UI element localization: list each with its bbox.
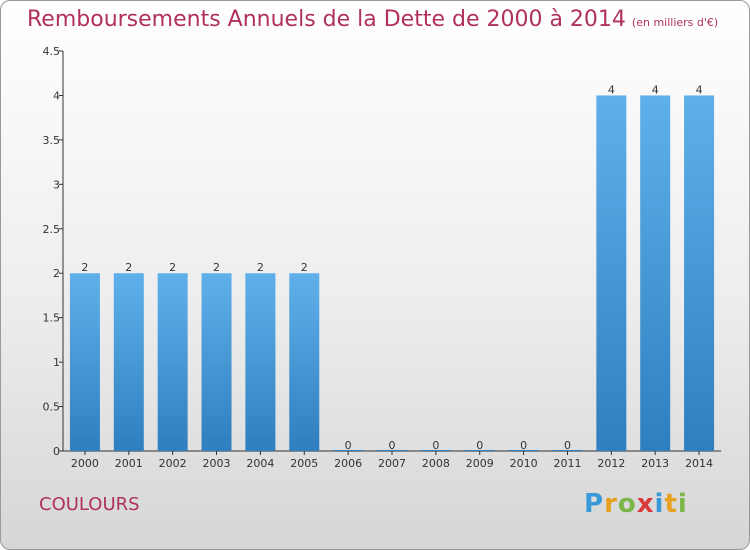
- bar-value-label: 4: [652, 83, 659, 96]
- bar: [201, 273, 232, 451]
- bar: [69, 273, 100, 451]
- x-tick-label: 2000: [71, 457, 99, 470]
- y-tick-label: 3.5: [43, 134, 61, 147]
- x-tick-label: 2001: [115, 457, 143, 470]
- bar: [464, 450, 495, 451]
- bar: [508, 450, 539, 451]
- bar-value-label: 2: [169, 261, 176, 274]
- bar-value-label: 4: [608, 83, 615, 96]
- bar: [289, 273, 320, 451]
- y-tick-label: 3: [53, 178, 60, 191]
- bar: [377, 450, 407, 451]
- proxiti-logo-letter: o: [617, 489, 637, 519]
- x-tick-label: 2005: [290, 457, 318, 470]
- bar-value-label: 2: [213, 261, 220, 274]
- chart-unit-text: (en milliers d'€): [631, 16, 719, 29]
- x-tick-label: 2012: [597, 457, 625, 470]
- x-tick-label: 2006: [334, 457, 362, 470]
- x-tick-label: 2002: [159, 457, 187, 470]
- x-tick-label: 2003: [203, 457, 231, 470]
- bar-value-label: 0: [476, 439, 483, 452]
- y-tick-label: 1: [53, 356, 60, 369]
- proxiti-logo: Proxiti: [584, 489, 688, 519]
- bar: [420, 450, 451, 451]
- y-tick-label: 2.5: [43, 223, 61, 236]
- bar: [640, 95, 671, 451]
- x-tick-label: 2010: [510, 457, 538, 470]
- y-tick-label: 4.5: [43, 45, 61, 58]
- y-tick-label: 0: [53, 445, 60, 458]
- commune-name: COULOURS: [39, 494, 140, 515]
- proxiti-logo-letter: x: [636, 489, 655, 519]
- bar-value-label: 0: [432, 439, 439, 452]
- bar: [552, 450, 583, 451]
- chart-title-text: Remboursements Annuels de la Dette de 20…: [27, 7, 626, 32]
- bar-value-label: 4: [696, 83, 703, 96]
- proxiti-logo-letter: i: [677, 489, 688, 519]
- x-tick-label: 2013: [641, 457, 669, 470]
- bar-value-label: 0: [520, 439, 527, 452]
- x-tick-label: 2007: [378, 457, 406, 470]
- bar-value-label: 0: [564, 439, 571, 452]
- x-tick-label: 2011: [553, 457, 581, 470]
- y-tick-label: 1.5: [43, 312, 61, 325]
- bar: [333, 450, 364, 451]
- bar-value-label: 2: [125, 261, 132, 274]
- proxiti-logo-letter: i: [654, 489, 665, 519]
- bar: [245, 273, 276, 451]
- bar-value-label: 2: [81, 261, 88, 274]
- bar: [596, 95, 627, 451]
- bar-value-label: 0: [345, 439, 352, 452]
- x-tick-label: 2004: [246, 457, 274, 470]
- bar: [113, 273, 144, 451]
- plot-area: 00.511.522.533.544.522000220012200222003…: [43, 45, 721, 470]
- proxiti-logo-letter: r: [604, 489, 618, 519]
- y-tick-label: 2: [53, 267, 60, 280]
- bar: [157, 273, 188, 451]
- bar-value-label: 0: [389, 439, 396, 452]
- proxiti-logo-letter: P: [584, 489, 605, 519]
- bar-value-label: 2: [301, 261, 308, 274]
- x-tick-label: 2009: [466, 457, 494, 470]
- proxiti-logo-letter: t: [664, 489, 678, 519]
- x-tick-label: 2008: [422, 457, 450, 470]
- bar-value-label: 2: [257, 261, 264, 274]
- bar: [684, 95, 715, 451]
- chart-title: Remboursements Annuels de la Dette de 20…: [27, 7, 718, 32]
- x-tick-label: 2014: [685, 457, 713, 470]
- y-tick-label: 0.5: [43, 401, 61, 414]
- y-tick-label: 4: [53, 89, 60, 102]
